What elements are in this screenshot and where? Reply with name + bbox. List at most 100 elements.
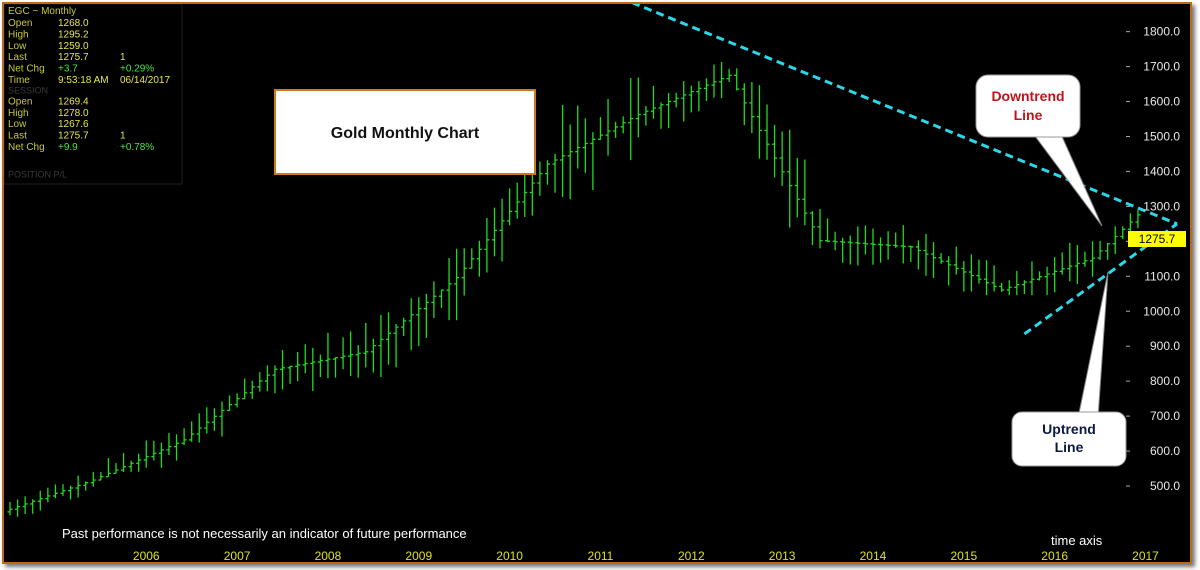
ohlc-bar: [438, 289, 444, 308]
ohlc-bar: [696, 81, 702, 112]
session-row-label: High: [8, 108, 29, 119]
ohlc-bar: [931, 242, 937, 278]
ohlc-bar: [83, 481, 89, 491]
ohlc-bar: [249, 380, 255, 399]
ohlc-bar: [1044, 266, 1050, 296]
ohlc-bar: [68, 485, 74, 500]
quote-row-value: 1275.7: [58, 52, 89, 63]
downtrend-line: [631, 4, 1178, 226]
ohlc-bar: [499, 198, 505, 262]
ohlc-bar: [984, 260, 990, 296]
ohlc-bar: [469, 248, 475, 269]
y-tick-label: 600.0: [1150, 444, 1180, 458]
ohlc-bar: [961, 261, 967, 292]
price-axis: 500.0600.0700.0800.0900.01000.01100.0120…: [1126, 25, 1180, 493]
x-tick-label: 2010: [496, 549, 523, 562]
chart-title-box: Gold Monthly Chart: [274, 89, 536, 175]
price-bars: [7, 62, 1141, 517]
ohlc-bar: [514, 182, 520, 219]
quote-row-value: +3.7: [58, 64, 78, 75]
ohlc-bar: [764, 104, 770, 160]
ohlc-bar: [908, 245, 914, 262]
downtrend-label-line2: Line: [1014, 107, 1043, 123]
ohlc-bar: [1021, 280, 1027, 294]
quote-row-extra: 06/14/2017: [120, 75, 170, 86]
ohlc-bar: [461, 248, 467, 296]
ohlc-bar: [938, 253, 944, 265]
ohlc-bar: [378, 314, 384, 378]
ohlc-bar: [809, 211, 815, 246]
session-row-value: 1275.7: [58, 131, 89, 142]
ohlc-bar: [454, 248, 460, 321]
quote-row-value: 1259.0: [58, 41, 89, 52]
ohlc-bar: [726, 68, 732, 82]
quote-position-title: POSITION P/L: [8, 169, 67, 179]
ohlc-bar: [522, 169, 528, 217]
ohlc-bar: [582, 118, 588, 173]
ohlc-bar: [386, 312, 391, 365]
ohlc-bar: [832, 231, 838, 251]
ohlc-bar: [7, 501, 13, 516]
ohlc-bar: [756, 85, 762, 159]
ohlc-bar: [605, 99, 611, 156]
ohlc-bar: [257, 372, 263, 392]
ohlc-bar: [295, 351, 301, 382]
x-tick-label: 2007: [224, 549, 251, 562]
x-tick-label: 2015: [950, 549, 977, 562]
ohlc-bar: [22, 496, 28, 515]
ohlc-bar: [219, 401, 225, 437]
ohlc-bar: [75, 475, 81, 498]
ohlc-bar: [590, 132, 596, 191]
chart-frame: EGC ~ Monthly Open 1268.0 High 1295.2 Low 1259…: [2, 2, 1192, 564]
ohlc-bar: [484, 217, 490, 273]
last-price-value: 1275.7: [1139, 232, 1176, 246]
ohlc-bar: [491, 207, 497, 257]
ohlc-bar: [1120, 226, 1126, 240]
ohlc-bar: [143, 440, 149, 468]
ohlc-bar: [90, 472, 96, 487]
ohlc-bar: [158, 442, 164, 468]
ohlc-bar: [1052, 257, 1058, 293]
ohlc-bar: [1059, 252, 1065, 275]
ohlc-bar: [779, 131, 785, 186]
ohlc-bar: [847, 235, 853, 265]
y-tick-label: 1400.0: [1143, 164, 1180, 178]
trendlines: [631, 4, 1178, 336]
quote-row-label: Open: [8, 18, 32, 29]
quote-row-label: Last: [8, 52, 27, 63]
ohlc-bar: [37, 490, 43, 511]
ohlc-bar: [711, 64, 717, 98]
quote-row-label: Low: [8, 41, 27, 52]
ohlc-bar: [196, 413, 202, 443]
ohlc-bar: [787, 129, 793, 228]
ohlc-bar: [325, 332, 331, 379]
ohlc-bar: [915, 240, 921, 270]
quote-row-value: 9:53:18 AM: [58, 75, 109, 86]
quote-row-label: High: [8, 29, 29, 40]
ohlc-bar: [673, 92, 679, 108]
ohlc-bar: [1037, 271, 1043, 281]
x-tick-label: 2012: [678, 549, 705, 562]
ohlc-bar: [878, 237, 884, 263]
session-row-value: +9.9: [58, 142, 78, 153]
time-axis: 2006 2007 2008 2009 2010 2011 2012 2013 2014 2015…: [133, 549, 1159, 562]
x-tick-label: 2009: [405, 549, 432, 562]
y-tick-label: 1700.0: [1143, 60, 1180, 74]
session-row-value: 1267.6: [58, 119, 89, 130]
session-row-value: 1269.4: [58, 96, 89, 107]
quote-symbol-title: EGC ~ Monthly: [8, 6, 76, 17]
ohlc-bar: [658, 102, 664, 129]
uptrend-label-line2: Line: [1055, 439, 1084, 455]
uptrend-label-line1: Uptrend: [1042, 421, 1096, 437]
x-tick-label: 2016: [1041, 549, 1068, 562]
ohlc-bar: [643, 106, 649, 126]
ohlc-bar: [802, 159, 808, 226]
ohlc-bar: [52, 484, 58, 499]
ohlc-bar: [1105, 243, 1111, 260]
ohlc-bar: [900, 225, 906, 264]
ohlc-bar: [1067, 242, 1073, 282]
ohlc-bar: [741, 83, 747, 126]
x-tick-label: 2006: [133, 549, 160, 562]
ohlc-bar: [1090, 241, 1096, 277]
